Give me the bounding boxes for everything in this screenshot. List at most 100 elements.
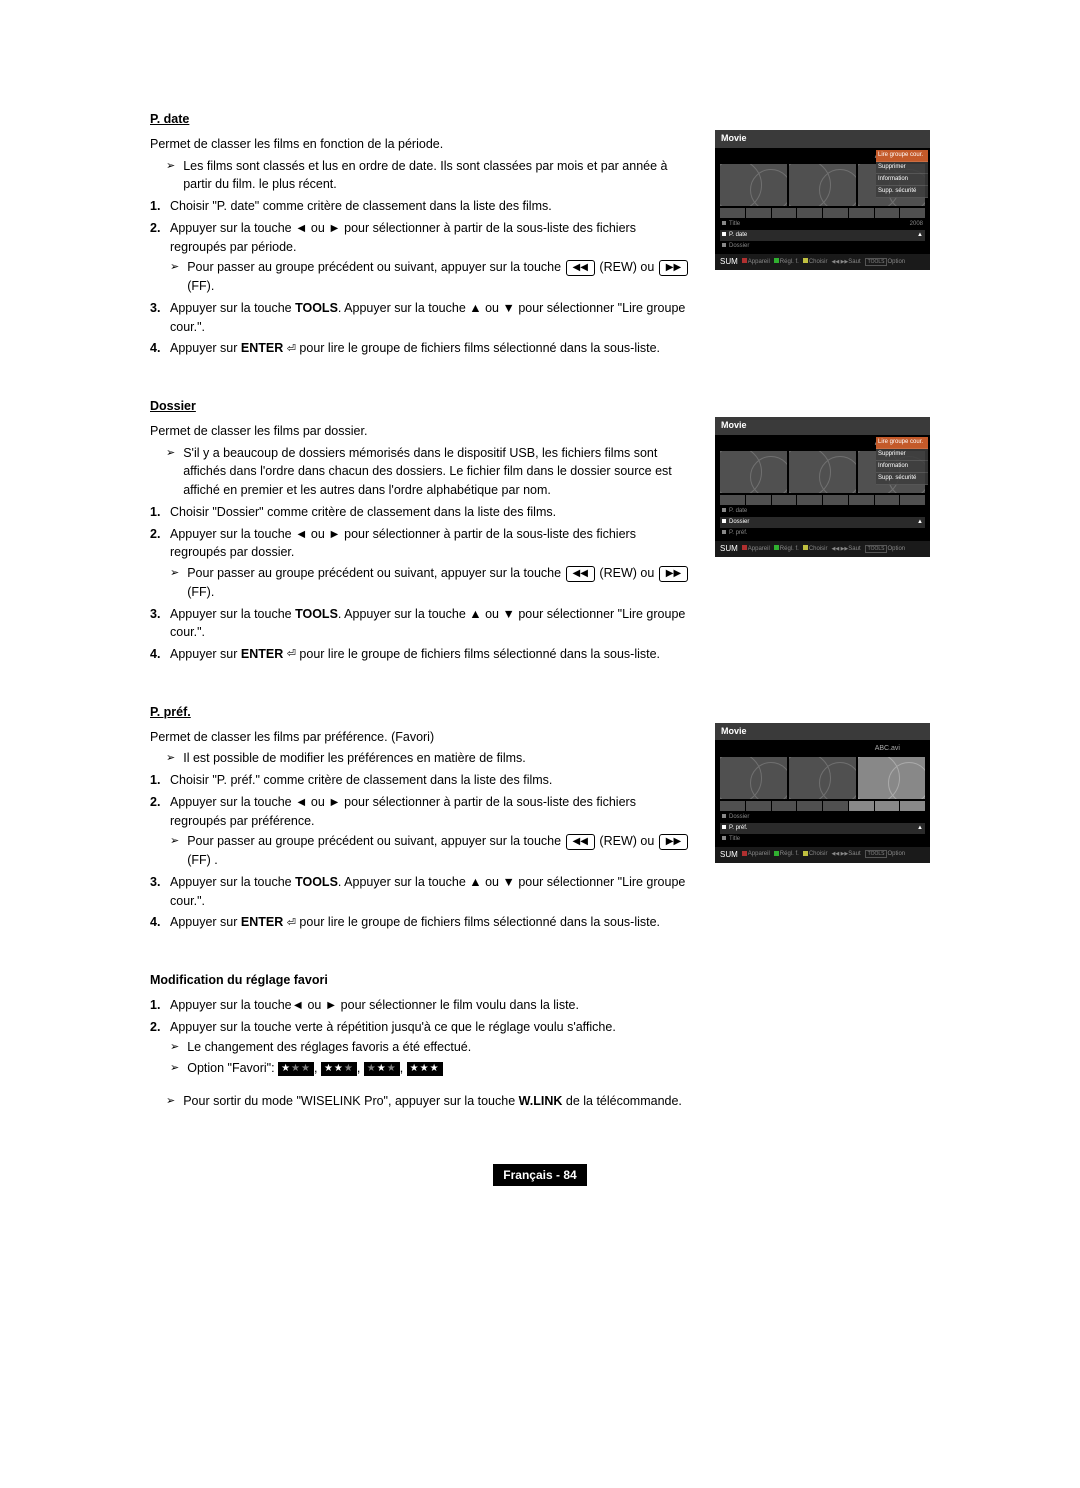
section-heading: Modification du réglage favori [150, 971, 930, 990]
menu-item[interactable]: Supp. sécurité [876, 186, 928, 198]
step-item: 4. Appuyer sur ENTER ⏎ pour lire le grou… [150, 339, 690, 358]
enter-icon: ⏎ [287, 341, 296, 358]
filmstrip [720, 208, 925, 218]
red-square-icon [742, 851, 747, 856]
intro-text: Permet de classer les films en fonction … [150, 135, 690, 154]
step-item: 4. Appuyer sur ENTER ⏎ pour lire le grou… [150, 645, 690, 664]
step-item: 3. Appuyer sur la touche TOOLS. Appuyer … [150, 605, 690, 643]
step-item: 1.Choisir "Dossier" comme critère de cla… [150, 503, 690, 522]
category-label: Dossier [722, 242, 749, 251]
note-icon: ➢ [170, 1038, 179, 1057]
ff-key-icon: ▶▶ [659, 566, 688, 582]
step-number: 3. [150, 299, 170, 337]
note-icon: ➢ [170, 258, 179, 296]
arrows-icon [831, 851, 848, 857]
movie-thumbnail [789, 451, 856, 493]
movie-thumbnail [789, 757, 856, 799]
menu-item[interactable]: Supp. sécurité [876, 473, 928, 485]
step-number: 4. [150, 645, 170, 664]
ss-title: Movie [715, 417, 930, 435]
arrows-icon [831, 546, 848, 552]
section-p-date: Movie ABC.avi Lire groupe cour. Supprime… [150, 110, 930, 361]
sum-label: SUM [720, 543, 738, 555]
favori-icon: ★★★ [364, 1062, 400, 1076]
step-number: 3. [150, 873, 170, 911]
note-line: ➢S'il y a beaucoup de dossiers mémorisés… [150, 444, 690, 500]
note-line: ➢ Pour sortir du mode "WISELINK Pro", ap… [150, 1092, 930, 1111]
screenshot-ppref: Movie ABC.avi Dossier P. préf.▲ Title SU… [715, 723, 930, 863]
step-number: 2. [150, 525, 170, 602]
note-icon: ➢ [166, 444, 175, 500]
step-item: 3. Appuyer sur la touche TOOLS. Appuyer … [150, 299, 690, 337]
step-number: 1. [150, 503, 170, 522]
favori-icon: ★★★ [278, 1062, 314, 1076]
screenshot-pdate: Movie ABC.avi Lire groupe cour. Supprime… [715, 130, 930, 270]
menu-item[interactable]: Supprimer [876, 449, 928, 461]
page-footer: Français - 84 [150, 1164, 930, 1186]
ss-title: Movie [715, 130, 930, 148]
context-menu: Lire groupe cour. Supprimer Information … [876, 437, 928, 485]
favori-icon: ★★★ [407, 1062, 443, 1076]
section-dossier: Movie ABC.avi Lire groupe cour. Supprime… [150, 397, 930, 667]
ss-footer: SUM Appareil Régl. f. Choisir Saut TOOLS… [715, 254, 930, 270]
section-ppref: Movie ABC.avi Dossier P. préf.▲ Title SU… [150, 703, 930, 935]
step-number: 2. [150, 793, 170, 870]
menu-item[interactable]: Information [876, 461, 928, 473]
menu-item[interactable]: Lire groupe cour. [876, 437, 928, 449]
note-icon: ➢ [166, 157, 175, 195]
step-item: 3. Appuyer sur la touche TOOLS. Appuyer … [150, 873, 690, 911]
rew-key-icon: ◀◀ [566, 834, 595, 850]
step-number: 1. [150, 996, 170, 1015]
red-square-icon [742, 258, 747, 263]
ss-footer: SUM Appareil Régl. f. Choisir Saut TOOLS… [715, 541, 930, 557]
section-favori: Modification du réglage favori 1.Appuyer… [150, 971, 930, 1114]
category-label: Title [722, 220, 740, 229]
sum-label: SUM [720, 849, 738, 861]
ss-footer: SUM Appareil Régl. f. Choisir Saut TOOLS… [715, 847, 930, 863]
tools-box-icon: TOOLS [865, 850, 888, 858]
step-number: 4. [150, 913, 170, 932]
tools-box-icon: TOOLS [865, 258, 888, 266]
green-square-icon [774, 258, 779, 263]
yellow-square-icon [803, 258, 808, 263]
step-number: 3. [150, 605, 170, 643]
green-square-icon [774, 545, 779, 550]
category-label: P. date [722, 231, 747, 240]
tools-box-icon: TOOLS [865, 545, 888, 553]
menu-item[interactable]: Information [876, 174, 928, 186]
ff-key-icon: ▶▶ [659, 834, 688, 850]
filmstrip [720, 495, 925, 505]
red-square-icon [742, 545, 747, 550]
intro-text: Permet de classer les films par dossier. [150, 422, 690, 441]
arrows-icon [831, 259, 848, 265]
step-item: 4. Appuyer sur ENTER ⏎ pour lire le grou… [150, 913, 690, 932]
rew-key-icon: ◀◀ [566, 260, 595, 276]
category-label: Dossier [722, 518, 749, 527]
step-item: 2. Appuyer sur la touche ◄ ou ► pour sél… [150, 793, 690, 870]
menu-item[interactable]: Lire groupe cour. [876, 150, 928, 162]
step-item: 2. Appuyer sur la touche ◄ ou ► pour sél… [150, 525, 690, 602]
category-label: P. préf. [722, 529, 748, 538]
section-heading: P. préf. [150, 703, 690, 722]
note-icon: ➢ [166, 1092, 175, 1111]
movie-thumbnail [858, 757, 925, 799]
filmstrip [720, 801, 925, 811]
step-number: 2. [150, 1018, 170, 1078]
intro-text: Permet de classer les films par préféren… [150, 728, 690, 747]
category-value: 2008 [910, 220, 923, 229]
category-list: Title2008 P. date▲ Dossier [720, 219, 925, 252]
category-label: P. date [722, 507, 747, 516]
category-label: Title [722, 835, 740, 844]
enter-icon: ⏎ [287, 646, 296, 663]
note-line: ➢Les films sont classés et lus en ordre … [150, 157, 690, 195]
screenshot-dossier: Movie ABC.avi Lire groupe cour. Supprime… [715, 417, 930, 557]
section-heading: Dossier [150, 397, 690, 416]
step-item: 1.Appuyer sur la touche◄ ou ► pour sélec… [150, 996, 930, 1015]
movie-thumbnail [789, 164, 856, 206]
movie-thumbnail [720, 757, 787, 799]
step-number: 4. [150, 339, 170, 358]
menu-item[interactable]: Supprimer [876, 162, 928, 174]
movie-thumbnail [720, 164, 787, 206]
step-item: 2. Appuyer sur la touche verte à répétit… [150, 1018, 930, 1078]
step-item: 1.Choisir "P. date" comme critère de cla… [150, 197, 690, 216]
